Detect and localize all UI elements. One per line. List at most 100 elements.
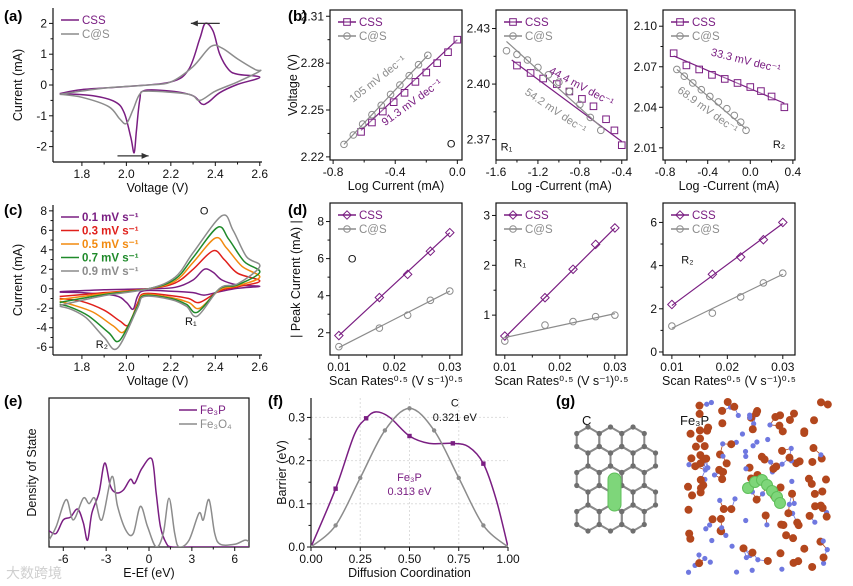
data-point-css [590,239,601,250]
legend-marker-icon [343,32,351,40]
y-tick-label: 6 [40,223,47,237]
iron-atom [739,544,748,553]
plot-area [59,22,262,154]
carbon-atom [652,450,659,456]
phosphorus-atom [702,555,708,562]
y-tick-label: 0 [650,345,657,359]
legend-label: 0.9 mV s⁻¹ [82,266,139,278]
y-tick-label: 4 [650,259,657,273]
x-tick-label: -6 [58,552,69,566]
data-point-c-s [668,322,676,330]
legend-marker-icon [676,32,684,40]
data-point-c [431,428,437,433]
legend-label: CSS [692,17,716,29]
phosphorus-atom [788,445,794,452]
fit-line-c-s [504,313,616,339]
legend-marker-icon [676,225,684,233]
data-point-css [780,103,789,112]
series-line-css [59,22,261,154]
data-point-css [389,98,398,106]
phosphorus-atom [703,526,709,532]
x-tick-label: -0.4 [385,165,406,179]
y-tick-label: -2 [36,301,47,315]
iron-atom [808,562,817,571]
iron-atom [752,409,761,418]
legend-label: CSS [525,17,549,29]
legend-marker-icon [509,32,517,40]
iron-atom [818,487,827,496]
y-tick-label: 2 [483,258,490,272]
fit-line-c-s [343,54,429,145]
carbon-atom [596,521,602,528]
annotation: 0.313 eV [387,486,432,498]
data-point-fe-p [407,433,412,439]
y-tick-label: 0.1 [288,497,305,511]
fit-line-css [504,227,616,338]
series-line-c-s [59,44,262,125]
x-tick-label: -0.8 [655,165,676,179]
iron-atom [821,475,830,484]
data-point-css [758,234,769,245]
carbon-atom [619,508,625,515]
series-line-fe-p [49,457,249,547]
data-point-c-s [576,100,584,109]
x-tick-label: 0.0 [742,165,759,179]
carbon-atom [619,430,625,437]
x-tick-label: 0.01 [493,360,517,374]
iron-atom [695,401,704,410]
phosphorus-atom [685,569,692,575]
iron-atom [822,512,831,521]
carbon-atom [585,502,591,508]
iron-atom [684,482,693,491]
data-point-css [735,252,746,262]
x-tick-label: 2.6 [251,360,268,374]
y-tick-label: 1 [483,308,490,322]
y-tick-label: 2.40 [467,77,491,91]
data-point-c-s [424,51,432,60]
legend-item: C@S [338,31,387,43]
data-point-c [407,406,412,411]
x-axis-label: Scan Rates⁰·⁵ (V s⁻¹)⁰·⁵ [662,374,796,388]
data-point-css [333,330,344,341]
fit-line-c-s [671,273,784,329]
y-tick-label: 3 [483,208,490,222]
data-point-c-s [742,126,750,135]
data-point-c-s [445,287,454,295]
carbon-atom [630,463,636,469]
legend-label: CSS [82,15,106,27]
data-point-c [481,523,486,528]
data-point-c-s [403,311,412,319]
iron-atom [785,453,794,462]
data-point-c-s [386,90,395,99]
iron-atom [716,514,725,523]
carbon-atom [652,502,659,508]
iron-atom [804,474,813,483]
x-axis-label: Voltage (V) [127,374,189,388]
plot-area [49,457,249,547]
phosphorus-atom [742,448,749,455]
phosphorus-atom [812,519,818,525]
panel-label-e: (e) [4,393,22,410]
legend-marker-icon [343,225,351,233]
annotation: O [447,139,456,151]
iron-atom [788,489,797,498]
legend-label: C@S [82,29,110,41]
panel-label-c: (c) [4,202,22,219]
phosphorus-atom [733,569,740,575]
y-tick-label: 6 [317,252,324,266]
phosphorus-atom [739,431,746,437]
carbon-atom [574,443,580,450]
x-tick-label: -1.2 [528,165,549,179]
carbon-atom [585,450,591,456]
panel-label-b: (b) [288,8,307,25]
iron-atom [708,515,717,524]
annotation: Fe₃P [397,472,422,484]
phosphorus-atom [708,399,715,406]
y-tick-label: 2.31 [301,9,325,23]
series-line-fe-o- [49,475,249,547]
iron-atom [809,444,818,453]
y-tick-label: 8 [317,215,324,229]
x-axis-label: Log -Current (mA) [679,179,780,193]
fit-line-css [338,232,451,336]
legend-label: CSS [692,210,716,222]
